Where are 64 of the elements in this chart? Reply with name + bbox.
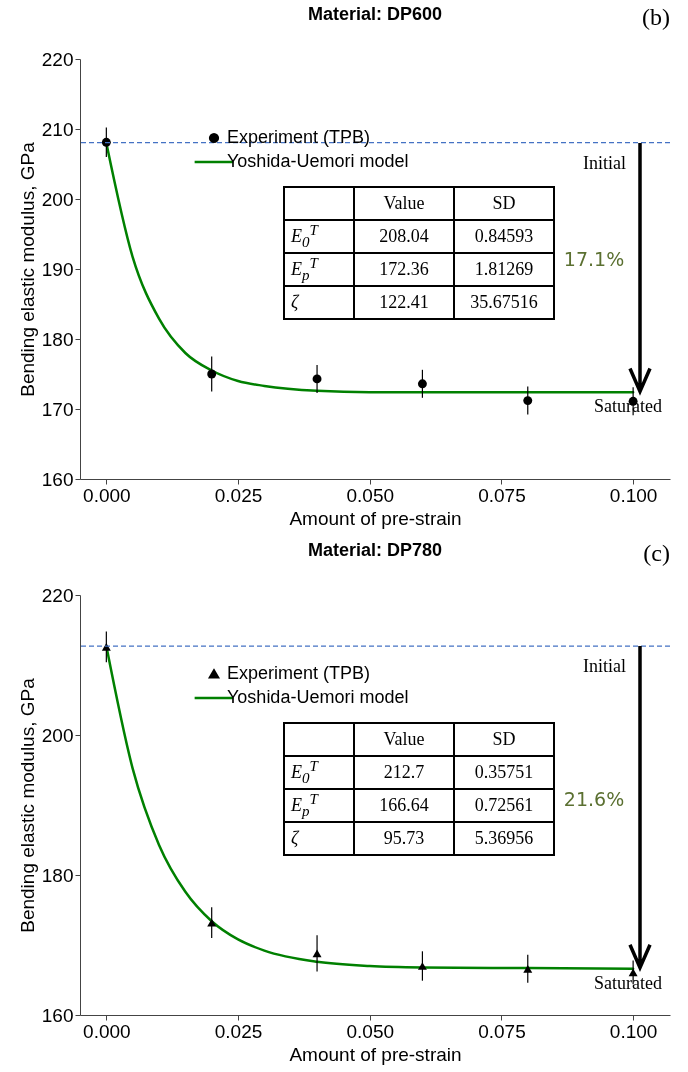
point [312, 374, 322, 384]
x-axis-title: Amount of pre-strain [289, 1043, 462, 1065]
point [101, 137, 111, 147]
category-label: Value [354, 187, 454, 220]
ref-line-label: Initial [583, 656, 626, 677]
text: 0.35751 [474, 762, 534, 782]
legend-label: Yoshida-Uemori model [227, 687, 409, 707]
text: 0.84593 [474, 226, 534, 246]
x-tick-label: 0.050 [346, 1020, 395, 1042]
annotation: 21.6% [563, 788, 625, 811]
legend-label: Experiment (TPB) [227, 663, 371, 683]
y-tick-label: 170 [41, 398, 74, 420]
category-label: ζ [291, 292, 299, 312]
y-tick-label: 200 [41, 188, 74, 210]
chart-title: Material: DP600 [307, 4, 443, 24]
y-tick-label: 180 [41, 864, 74, 886]
point [312, 949, 322, 958]
category-label: SD [454, 723, 554, 756]
point [207, 369, 217, 379]
text: 0.72561 [474, 795, 534, 815]
text: (c) [643, 540, 670, 567]
y-tick-label: 190 [41, 258, 74, 280]
point [523, 964, 533, 973]
y-tick-label: 210 [41, 118, 74, 140]
point [417, 379, 427, 389]
text: 122.41 [379, 292, 429, 312]
text: 5.36956 [474, 828, 534, 848]
text: 1.81269 [474, 259, 534, 279]
y-tick-label: 160 [41, 1004, 74, 1026]
text: 212.7 [383, 762, 425, 782]
legend-label: Yoshida-Uemori model [227, 151, 409, 171]
point [417, 962, 427, 970]
x-tick-label: 0.000 [83, 484, 131, 506]
category-label: Value [354, 723, 454, 756]
category-label: SD [454, 187, 554, 220]
y-tick-label: 160 [41, 468, 74, 490]
y-tick-label: 220 [41, 584, 74, 606]
text: 166.64 [379, 795, 429, 815]
x-axis-title: Amount of pre-strain [289, 507, 462, 529]
chart-title: Material: DP780 [307, 540, 443, 560]
legend-label: Experiment (TPB) [227, 127, 371, 147]
x-tick-label: 0.100 [609, 484, 658, 506]
x-tick-label: 0.025 [214, 484, 263, 506]
annotation: 17.1% [563, 248, 625, 271]
y-tick-label: 180 [41, 328, 74, 350]
x-tick-label: 0.075 [478, 484, 526, 506]
annotation: Saturated [594, 972, 662, 994]
text: 172.36 [379, 259, 429, 279]
point [523, 396, 533, 406]
y-tick-label: 220 [41, 48, 74, 70]
text: 35.67516 [470, 292, 538, 312]
x-tick-label: 0.100 [609, 1020, 658, 1042]
text: (b) [642, 4, 670, 31]
text: 208.04 [379, 226, 429, 246]
ref-line-label: Initial [583, 152, 626, 173]
text: 95.73 [383, 828, 425, 848]
y-axis-title: Bending elastic modulus, GPa [16, 677, 38, 933]
x-tick-label: 0.075 [478, 1020, 526, 1042]
x-tick-label: 0.000 [83, 1020, 131, 1042]
y-axis-title: Bending elastic modulus, GPa [16, 141, 38, 397]
x-tick-label: 0.050 [346, 484, 395, 506]
y-tick-label: 200 [41, 724, 74, 746]
x-tick-label: 0.025 [214, 1020, 263, 1042]
category-label: ζ [291, 828, 299, 848]
